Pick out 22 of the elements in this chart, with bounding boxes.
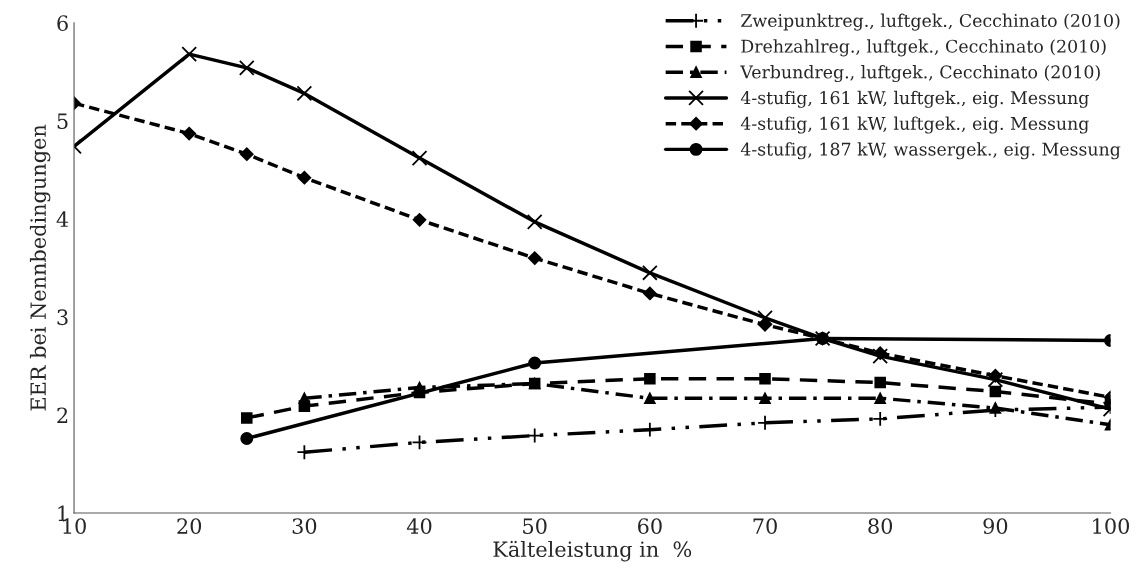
legend-label: Drehzahlreg., luftgek., Cecchinato (2010) xyxy=(741,39,1106,57)
legend-label: 4-stufig, 161 kW, luftgek., eig. Messung xyxy=(740,90,1089,108)
x-tick-label: 90 xyxy=(983,518,1008,534)
legend-label: 4-stufig, 187 kW, wassergek., eig. Messung xyxy=(740,142,1121,160)
x-axis-title: Kälteleistung in % xyxy=(493,540,692,562)
legend-label: Verbundreg., luftgek., Cecchinato (2010) xyxy=(740,65,1100,83)
legend-label: 4-stufig, 161 kW, luftgek., eig. Messung xyxy=(740,116,1089,134)
y-tick-label: 3 xyxy=(57,309,68,326)
x-tick-label: 100 xyxy=(1093,518,1130,534)
y-tick-label: 5 xyxy=(57,113,68,130)
x-tick-label: 60 xyxy=(638,518,662,534)
x-tick-label: 50 xyxy=(523,518,547,534)
y-axis-title: EER bei Nennbedingungen xyxy=(29,124,51,411)
x-tick-label: 80 xyxy=(868,518,893,534)
legend-label: Zweipunktreg., luftgek., Cecchinato (2010) xyxy=(741,13,1120,31)
x-tick-label: 40 xyxy=(406,518,432,534)
y-tick-label: 6 xyxy=(57,15,68,32)
y-tick-label: 2 xyxy=(57,407,68,423)
y-tick-label: 4 xyxy=(56,211,69,227)
x-tick-label: 30 xyxy=(292,518,317,534)
x-tick-label: 20 xyxy=(177,518,202,534)
x-tick-label: 70 xyxy=(753,518,777,534)
